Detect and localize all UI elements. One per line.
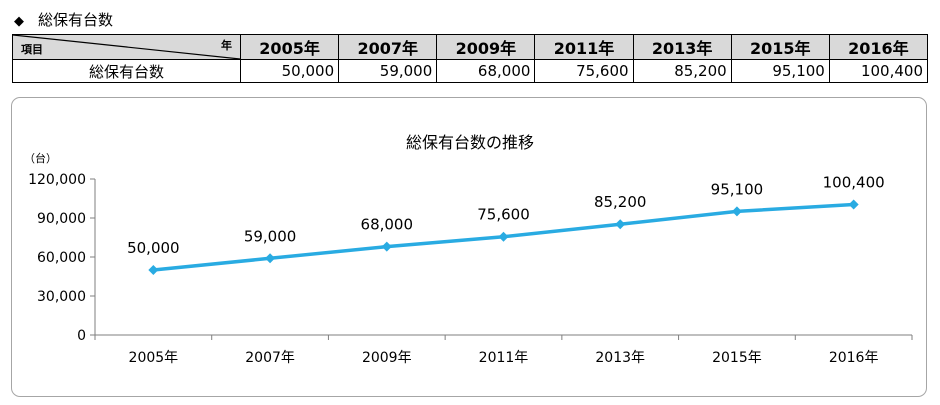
table-value-cell: 68,000 <box>436 59 536 83</box>
y-tick-label: 120,000 <box>28 172 86 188</box>
diamond-bullet-icon: ◆ <box>14 14 24 29</box>
year-header: 2016年 <box>828 34 929 60</box>
year-header: 2015年 <box>730 34 830 60</box>
table-header-row: 項目 年 2005年 2007年 2009年 2011年 2013年 2015年… <box>12 34 929 60</box>
year-header: 2007年 <box>338 34 438 60</box>
data-label: 68,000 <box>361 216 414 234</box>
x-tick-label: 2016年 <box>829 350 879 366</box>
table-row: 総保有台数 50,000 59,000 68,000 75,600 85,200… <box>12 59 929 83</box>
line-chart: 総保有台数の推移 （台） 0 30,000 60,000 90,000 120,000 2… <box>24 133 913 366</box>
chart-title: 総保有台数の推移 <box>406 133 534 152</box>
year-header: 2011年 <box>534 34 634 60</box>
y-tick-label: 30,000 <box>37 289 86 305</box>
table-value-cell: 50,000 <box>239 59 340 83</box>
data-label: 100,400 <box>823 173 885 191</box>
data-point-marker <box>731 206 742 217</box>
year-header: 2013年 <box>632 34 732 60</box>
data-point-marker <box>615 219 626 230</box>
y-tick-label: 90,000 <box>37 211 86 227</box>
chart-frame: 総保有台数の推移 （台） 0 30,000 60,000 90,000 120,000 2… <box>11 97 927 397</box>
section-heading: ◆ 総保有台数 <box>14 9 113 30</box>
corner-row-label: 項目 <box>21 43 43 56</box>
x-tick-label: 2007年 <box>245 350 295 366</box>
x-tick-label: 2011年 <box>479 350 529 366</box>
y-axis-unit-label: （台） <box>24 151 57 165</box>
table-value-cell: 100,400 <box>828 59 929 83</box>
corner-diagonal-line <box>13 35 240 59</box>
x-tick-label: 2013年 <box>595 350 645 366</box>
data-label: 50,000 <box>127 239 180 257</box>
data-point-marker <box>848 199 859 210</box>
year-header: 2009年 <box>436 34 536 60</box>
data-label: 95,100 <box>711 180 764 198</box>
y-tick-label: 0 <box>77 328 86 344</box>
x-tick-label: 2015年 <box>712 350 762 366</box>
data-point-marker <box>148 265 159 275</box>
data-point-marker <box>265 253 276 264</box>
section-title: 総保有台数 <box>38 11 114 29</box>
table-corner-cell: 項目 年 <box>12 34 241 60</box>
x-tick-label: 2009年 <box>362 350 412 366</box>
table-value-cell: 85,200 <box>632 59 732 83</box>
data-point-marker <box>381 241 392 252</box>
table-value-cell: 75,600 <box>534 59 634 83</box>
data-table: 項目 年 2005年 2007年 2009年 2011年 2013年 2015年… <box>12 34 929 83</box>
table-value-cell: 59,000 <box>338 59 438 83</box>
year-header: 2005年 <box>239 34 340 60</box>
x-tick-label: 2005年 <box>129 350 179 366</box>
data-label: 59,000 <box>244 227 297 245</box>
y-tick-label: 60,000 <box>37 250 86 266</box>
row-label: 総保有台数 <box>12 59 241 83</box>
corner-col-label: 年 <box>221 39 232 52</box>
data-point-marker <box>498 231 509 242</box>
data-label: 85,200 <box>594 193 647 211</box>
table-value-cell: 95,100 <box>730 59 830 83</box>
data-label: 75,600 <box>477 206 530 224</box>
